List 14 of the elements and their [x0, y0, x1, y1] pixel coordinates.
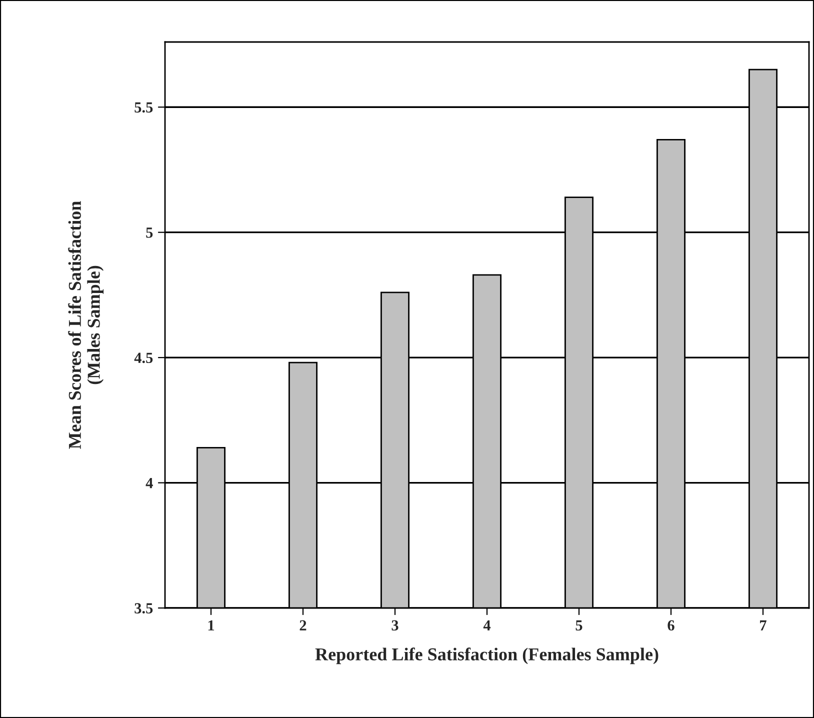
y-axis-title: Mean Scores of Life Satisfaction (Males Sample)	[68, 201, 104, 449]
y-tick-label: 5.5	[134, 102, 153, 113]
y-tick-label: 3.5	[134, 603, 153, 614]
x-tick-label: 3	[392, 620, 398, 631]
y-tick-label: 4	[146, 478, 153, 488]
x-tick-label: 5	[576, 620, 582, 631]
x-tick-label: 6	[668, 620, 674, 631]
x-axis-title: Reported Life Satisfaction (Females Sample)	[315, 648, 658, 664]
y-tick-label: 4.5	[134, 352, 153, 364]
y-tick-label: 5	[146, 228, 153, 238]
x-tick-label: 1	[208, 620, 214, 630]
x-tick-label: 4	[483, 620, 491, 630]
x-tick-label: 2	[300, 620, 306, 630]
x-tick-label: 7	[760, 620, 766, 630]
